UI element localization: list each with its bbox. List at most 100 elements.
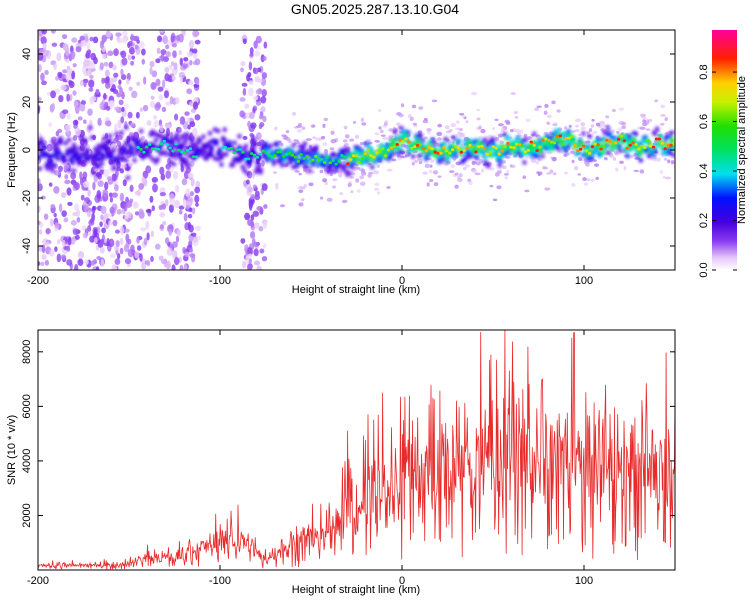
spectrogram-cell bbox=[239, 97, 246, 102]
spectrogram-cell bbox=[616, 130, 620, 134]
spectrogram-cell bbox=[191, 155, 196, 159]
spectrogram-cell bbox=[252, 153, 257, 157]
spectrogram-cell bbox=[171, 42, 177, 48]
spectrogram-cell bbox=[330, 130, 335, 135]
spectrogram-cell bbox=[83, 180, 90, 188]
spectrogram-cell bbox=[48, 159, 54, 165]
spectrogram-cell bbox=[603, 156, 608, 160]
spectrogram-cell bbox=[341, 199, 348, 204]
spectrogram-cell bbox=[619, 134, 624, 138]
spectrogram-cell bbox=[171, 250, 178, 259]
spectrogram-cell bbox=[160, 54, 165, 62]
spectrogram-cell bbox=[194, 225, 201, 232]
spectrogram-cell bbox=[57, 165, 63, 172]
spectrogram-cell bbox=[643, 146, 647, 150]
spectrogram-cell bbox=[611, 142, 615, 146]
y-tick-label: -20 bbox=[21, 190, 33, 206]
spectrogram-cell bbox=[75, 154, 80, 160]
spectrogram-cell bbox=[618, 107, 625, 111]
spectrogram-cell bbox=[109, 99, 115, 108]
spectrogram-cell bbox=[584, 149, 589, 153]
spectrogram-cell bbox=[113, 137, 119, 144]
spectrogram-cell bbox=[505, 135, 511, 140]
spectrogram-cell bbox=[138, 183, 145, 190]
spectrogram-cell bbox=[243, 143, 249, 149]
spectrogram-cell bbox=[456, 120, 460, 124]
spectrogram-cell bbox=[93, 237, 98, 244]
spectrogram-cell bbox=[182, 246, 186, 254]
spectrogram-cell bbox=[575, 118, 582, 123]
spectrogram-cell bbox=[184, 252, 191, 258]
spectrogram-cell bbox=[623, 165, 627, 171]
spectrogram-cell bbox=[171, 153, 177, 159]
spectrogram-cell bbox=[189, 191, 195, 197]
spectrogram-cell bbox=[628, 143, 632, 147]
spectrogram-cell bbox=[247, 161, 252, 167]
spectrogram-cell bbox=[181, 142, 186, 148]
spectrogram-cell bbox=[63, 140, 69, 146]
spectrogram-cell bbox=[543, 110, 548, 115]
spectrogram-cell bbox=[128, 40, 133, 47]
spectrogram-cell bbox=[170, 32, 176, 42]
spectrogram-cell bbox=[193, 236, 198, 242]
spectrogram-cell bbox=[514, 115, 519, 119]
spectrogram-cell bbox=[436, 137, 442, 141]
spectrogram-cell bbox=[57, 71, 63, 79]
spectrogram-cell bbox=[71, 142, 77, 148]
spectrogram-cell bbox=[134, 190, 142, 196]
spectrogram-cell bbox=[209, 152, 214, 158]
spectrogram-cell bbox=[660, 141, 664, 145]
spectrogram-cell bbox=[549, 169, 554, 174]
spectrogram-cell bbox=[129, 35, 137, 41]
spectrogram-cell bbox=[353, 145, 358, 150]
spectrogram-cell bbox=[73, 203, 80, 211]
spectrogram-cell bbox=[103, 238, 108, 244]
spectrogram-cell bbox=[627, 134, 632, 140]
spectrogram-cell bbox=[567, 136, 571, 140]
spectrogram-cell bbox=[291, 111, 297, 116]
spectrogram-cell bbox=[271, 161, 277, 167]
spectrogram-cell bbox=[504, 156, 511, 159]
spectrogram-cell bbox=[95, 172, 102, 178]
spectrogram-cell bbox=[642, 119, 647, 123]
spectrogram-cell bbox=[638, 151, 643, 157]
spectrogram-cell bbox=[571, 130, 576, 133]
spectrogram-cell bbox=[660, 104, 666, 108]
spectrogram-cell bbox=[468, 180, 473, 186]
spectrogram-cell bbox=[608, 139, 612, 143]
spectrogram-cell bbox=[574, 128, 580, 133]
spectrogram-cell bbox=[509, 164, 513, 167]
spectrogram-cell bbox=[185, 148, 190, 152]
spectrogram-cell bbox=[145, 148, 150, 154]
spectrogram-cell bbox=[191, 207, 196, 215]
spectrogram-cell bbox=[666, 143, 670, 147]
spectrogram-cell bbox=[522, 160, 527, 165]
spectrogram-cell bbox=[287, 151, 292, 155]
spectrogram-cell bbox=[476, 117, 481, 121]
spectrogram-cell bbox=[294, 170, 300, 173]
spectrogram-cell bbox=[250, 214, 255, 221]
spectrogram-cell bbox=[187, 213, 193, 219]
spectrogram-cell bbox=[150, 255, 154, 262]
spectrogram-cell bbox=[254, 260, 261, 266]
spectrogram-cell bbox=[276, 150, 280, 154]
spectrogram-cell bbox=[388, 135, 394, 138]
spectrogram-cell bbox=[263, 56, 267, 61]
spectrogram-cell bbox=[283, 148, 288, 154]
spectrogram-cell bbox=[322, 123, 326, 128]
spectrogram-cell bbox=[129, 122, 136, 127]
x-tick-label: -200 bbox=[27, 575, 49, 587]
spectrogram-cell bbox=[138, 128, 144, 134]
spectrogram-cell bbox=[361, 122, 367, 126]
spectrogram-cell bbox=[105, 30, 112, 38]
spectrogram-cell bbox=[41, 80, 47, 86]
spectrogram-cell bbox=[155, 58, 161, 64]
spectrogram-cell bbox=[587, 134, 593, 139]
spectrogram-cell bbox=[188, 248, 194, 253]
spectrogram-cell bbox=[524, 189, 530, 193]
spectrogram-cell bbox=[563, 126, 568, 130]
spectrogram-cell bbox=[114, 184, 119, 192]
spectrogram-cell bbox=[314, 145, 319, 150]
spectrogram-cell bbox=[48, 182, 53, 187]
spectrogram-cell bbox=[117, 140, 122, 148]
